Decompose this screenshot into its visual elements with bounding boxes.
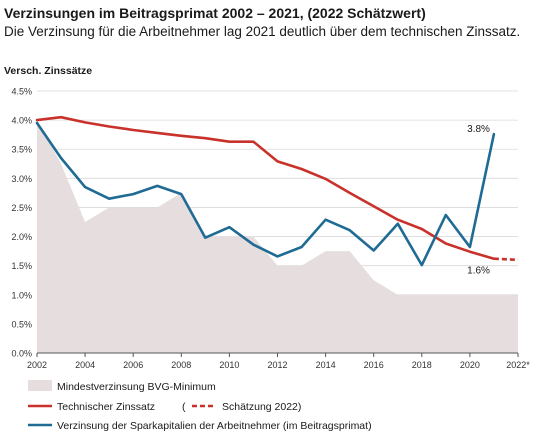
x-tick-label: 2022*	[506, 360, 530, 370]
y-tick-label: 1.5%	[11, 261, 32, 271]
x-tick-label: 2002	[27, 360, 47, 370]
bvg-minimum-area-layer	[37, 120, 518, 353]
series-lines	[35, 115, 519, 267]
y-tick-label: 2.0%	[11, 232, 32, 242]
x-tick-label: 2014	[316, 360, 336, 370]
legend-swatch-area	[28, 380, 52, 391]
bvg-minimum-area	[37, 120, 518, 353]
legend-label-blue: Verzinsung der Sparkapitalien der Arbeit…	[57, 420, 372, 432]
x-tick-label: 2012	[267, 360, 287, 370]
x-tick-label: 2004	[75, 360, 95, 370]
annotations: 3.8% 1.6%	[467, 124, 490, 277]
series-line-sparkapitalien	[35, 121, 496, 267]
axes: 0.0% 0.5% 1.0% 1.5% 2.0% 2.5% 3.0% 3.5% 4.0% 4.5%…	[11, 87, 530, 371]
series-line-estimate-2022	[493, 257, 519, 262]
y-tick-label: 4.5%	[11, 87, 32, 97]
chart-title: Verzinsungen im Beitragsprimat 2002 – 20…	[4, 5, 426, 21]
legend: Mindestverzinsung BVG-Minimum Technische…	[28, 380, 372, 432]
chart-subtitle: Die Verzinsung für die Arbeitnehmer lag …	[4, 24, 521, 39]
value-annotation: 1.6%	[467, 266, 490, 277]
legend-label-area: Mindestverzinsung BVG-Minimum	[57, 381, 216, 393]
x-tick-label: 2006	[123, 360, 143, 370]
x-tick-label: 2008	[171, 360, 191, 370]
y-tick-label: 4.0%	[11, 116, 32, 126]
legend-label-dashed: Schätzung 2022)	[222, 401, 301, 413]
y-tick-label: 1.0%	[11, 290, 32, 300]
x-tick-label: 2020	[460, 360, 480, 370]
x-tick-label: 2018	[412, 360, 432, 370]
y-tick-label: 3.0%	[11, 174, 32, 184]
x-tick-label: 2016	[364, 360, 384, 370]
legend-label-red: Technischer Zinssatz	[57, 401, 155, 413]
y-tick-label: 0.5%	[11, 319, 32, 329]
y-tick-label: 3.5%	[11, 145, 32, 155]
legend-label-red-paren: (	[182, 401, 186, 413]
series-line-technischer-zinssatz	[35, 115, 496, 260]
y-axis-label: Versch. Zinssätze	[4, 65, 92, 77]
x-tick-label: 2010	[219, 360, 239, 370]
y-tick-label: 0.0%	[11, 349, 32, 359]
y-tick-label: 2.5%	[11, 203, 32, 213]
value-annotation: 3.8%	[467, 124, 490, 135]
